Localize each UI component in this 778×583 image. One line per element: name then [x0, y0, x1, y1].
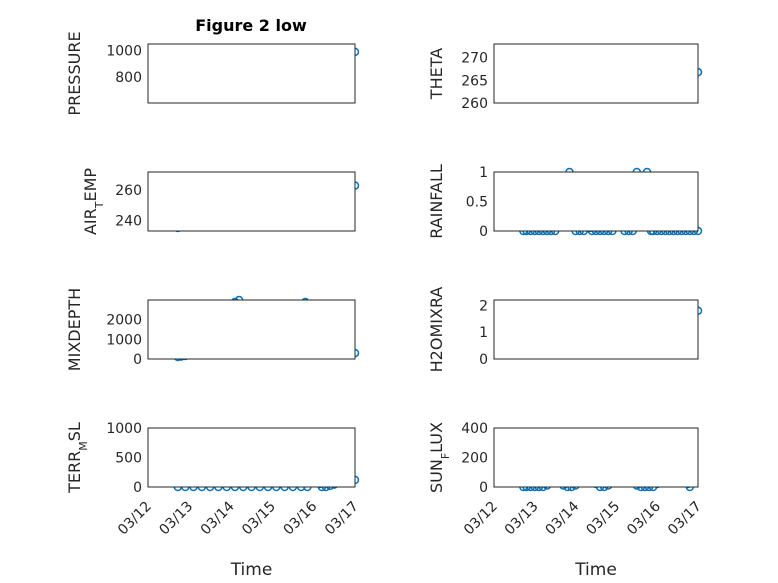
y-tick-label: 260: [461, 96, 488, 112]
axes-frame: [493, 171, 699, 232]
x-tick-label: 03/12: [461, 499, 501, 539]
subplot-pressure: 800 1000 PRESSURE: [65, 31, 360, 116]
y-axis-label: SUNFLUX: [427, 422, 452, 493]
y-tick-label: 265: [461, 73, 488, 89]
y-tick-label: 1: [479, 165, 488, 181]
y-tick-label: 0: [479, 480, 488, 496]
x-tick-label: 03/13: [502, 499, 542, 539]
y-tick-label: 1000: [106, 421, 142, 437]
axes-frame: [493, 299, 699, 360]
axes-frame: [147, 43, 356, 104]
y-axis-label: TERRMSL: [65, 422, 90, 494]
y-axis-label: RAINFALL: [427, 164, 446, 239]
y-axis-label: H2OMIXRA: [427, 287, 446, 373]
y-axis-label: MIXDEPTH: [65, 288, 84, 371]
y-tick-label: 260: [115, 183, 142, 199]
y-tick-label: 800: [115, 70, 142, 86]
axes-frame: [493, 427, 699, 488]
subplot-h2omixra: 0 1 2 H2OMIXRA: [427, 287, 703, 373]
x-tick-label: 03/12: [115, 499, 155, 539]
subplot-sun-flux: 0 200 400 SUNFLUX 03/12 03/13 03/14 03/15 03/16 0…: [427, 421, 705, 580]
y-tick-label: 0: [479, 352, 488, 368]
x-tick-label: 03/17: [665, 499, 705, 539]
y-tick-label: 0.5: [466, 195, 488, 211]
y-tick-label: 0: [133, 480, 142, 496]
x-tick-label: 03/15: [239, 499, 279, 539]
x-tick-label: 03/17: [322, 499, 362, 539]
x-tick-label: 03/16: [624, 498, 664, 538]
x-tick-label: 03/15: [583, 499, 623, 539]
y-tick-label: 240: [115, 213, 142, 229]
y-tick-label: 400: [461, 421, 488, 437]
x-axis-label: Time: [230, 560, 273, 580]
x-tick-label: 03/14: [543, 498, 583, 538]
y-axis-label: AIRTEMP: [81, 168, 106, 235]
x-tick-label: 03/16: [281, 498, 321, 538]
x-tick-label: 03/13: [156, 499, 196, 539]
y-tick-label: 2000: [106, 313, 142, 329]
y-tick-label: 0: [479, 224, 488, 240]
y-tick-label: 1000: [106, 44, 142, 60]
axes-frame: [493, 43, 699, 104]
y-axis-label: THETA: [427, 48, 446, 100]
y-tick-label: 0: [133, 352, 142, 368]
x-axis-label: Time: [574, 560, 617, 580]
y-tick-label: 500: [115, 451, 142, 467]
subplot-mixdepth: 0 1000 2000 MIXDEPTH: [65, 288, 360, 371]
y-axis-label: PRESSURE: [65, 31, 84, 115]
subplot-terr-msl: 0 500 1000 TERRMSL 03/12 03/13 03/14 03/15 03/16…: [65, 421, 362, 580]
y-tick-label: 270: [461, 51, 488, 67]
y-tick-label: 200: [461, 451, 488, 467]
subplot-theta: 260 265 270 THETA: [427, 43, 703, 112]
y-tick-label: 1000: [106, 332, 142, 348]
axes-frame: [147, 171, 356, 232]
axes-frame: [147, 427, 356, 488]
x-tick-label: 03/14: [198, 498, 238, 538]
y-tick-label: 2: [479, 298, 488, 314]
axes-frame: [147, 299, 356, 360]
subplot-air-temp: 240 260 AIRTEMP: [81, 168, 360, 235]
subplot-rainfall: 0 0.5 1 RAINFALL: [427, 164, 703, 240]
y-tick-label: 1: [479, 325, 488, 341]
figure-title: Figure 2 low: [195, 16, 307, 35]
